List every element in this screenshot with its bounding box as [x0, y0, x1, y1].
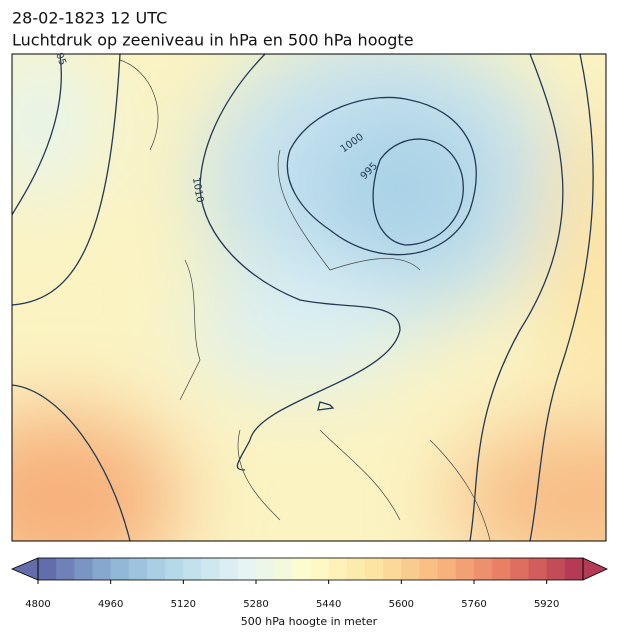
title: 28-02-1823 12 UTC: [12, 9, 167, 28]
colorbar-band: [546, 558, 566, 580]
colorbar-band: [183, 558, 202, 580]
colorbar-band: [274, 558, 293, 580]
colorbar-band: [437, 558, 457, 580]
colorbar-frame: [37, 557, 584, 581]
colorbar-band: [292, 558, 311, 580]
colorbar-label: 500 hPa hoogte in meter: [241, 615, 378, 628]
colorbar-tick-label: 5280: [243, 599, 268, 610]
colorbar-band: [365, 558, 384, 580]
colorbar-tick-label: 5600: [389, 599, 414, 610]
colorbar-band: [201, 558, 221, 580]
colorbar-band: [256, 558, 275, 580]
colorbar-extend-low: [10, 557, 39, 581]
colorbar-band: [92, 558, 112, 580]
colorbar-band: [419, 558, 439, 580]
colorbar-band: [510, 558, 529, 580]
colorbar-tick-label: 4960: [98, 599, 123, 610]
colorbar-band: [74, 558, 93, 580]
map: [12, 54, 606, 541]
subtitle: Luchtdruk op zeeniveau in hPa en 500 hPa…: [12, 31, 414, 50]
colorbar-band: [492, 558, 511, 580]
colorbar-band: [346, 558, 366, 580]
colorbar-band: [474, 558, 493, 580]
colorbar-band: [38, 558, 57, 580]
colorbar-band: [455, 558, 475, 580]
colorbar-band: [528, 558, 548, 580]
colorbar-band: [383, 558, 402, 580]
colorbar-tick-label: 5920: [534, 599, 559, 610]
colorbar-tick-label: 5120: [171, 599, 196, 610]
colorbar-band: [147, 558, 166, 580]
colorbar-band: [237, 558, 257, 580]
colorbar-band: [56, 558, 75, 580]
map-frame: [11, 53, 607, 542]
colorbar-band: [564, 558, 584, 580]
colorbar-tick-label: 5760: [461, 599, 486, 610]
colorbar-tick-label: 5440: [316, 599, 341, 610]
colorbar-band: [310, 558, 330, 580]
colorbar-band: [328, 558, 348, 580]
colorbar: 4800 4960 5120 5280 5440 5600 5760 5920: [10, 557, 608, 610]
colorbar-band: [128, 558, 148, 580]
colorbar-extend-high: [582, 557, 608, 581]
colorbar-band: [165, 558, 184, 580]
colorbar-band: [110, 558, 130, 580]
contour-label: 1010: [190, 177, 205, 204]
colorbar-tick-label: 4800: [25, 599, 50, 610]
colorbar-band: [219, 558, 239, 580]
contour-label: 05: [53, 51, 68, 67]
colorbar-band: [401, 558, 420, 580]
